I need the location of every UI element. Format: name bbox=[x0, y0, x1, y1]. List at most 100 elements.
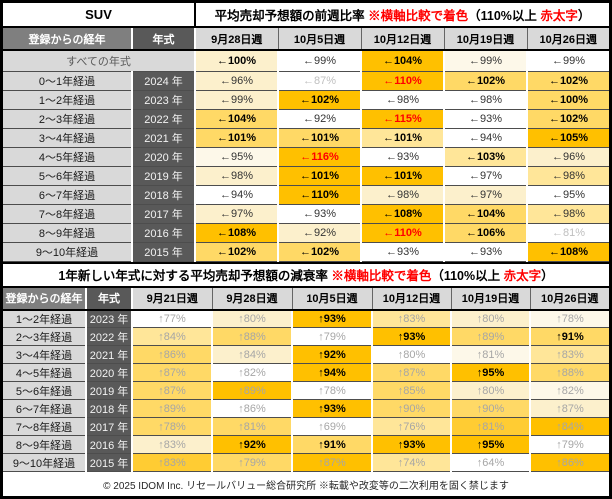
value-cell: ←93% bbox=[278, 204, 363, 224]
value-cell: ←102% bbox=[278, 90, 363, 110]
value-cell: ←99% bbox=[444, 50, 529, 72]
model-year-cell: 2017 年 bbox=[86, 417, 133, 436]
model-year-cell: 2023 年 bbox=[132, 90, 197, 110]
model-year-cell: 2016 年 bbox=[86, 435, 133, 454]
title-text: （110%以上 bbox=[468, 9, 541, 23]
value-cell: ←96% bbox=[195, 71, 280, 91]
age-range-label: 2～3年経過 bbox=[3, 327, 87, 346]
value-cell: ←102% bbox=[195, 242, 280, 262]
table-row: 8～9年経過 2016 年 ←108% ←92% ←110% ←106% ←81% bbox=[3, 223, 609, 243]
table-row: 2～3年経過 2022 年 ↑84% ↑88% ↑79% ↑93% ↑89% ↑91% bbox=[3, 327, 609, 346]
model-year-cell: 2017 年 bbox=[132, 204, 197, 224]
value-cell: ←108% bbox=[195, 223, 280, 243]
value-cell: ↑82% bbox=[530, 381, 609, 400]
value-cell: ←110% bbox=[361, 71, 446, 91]
value-cell: ←102% bbox=[527, 109, 609, 129]
value-cell: ↑87% bbox=[372, 363, 452, 382]
value-cell: ←98% bbox=[527, 166, 609, 186]
value-cell: ↑87% bbox=[132, 381, 213, 400]
value-cell: ←94% bbox=[195, 185, 280, 205]
value-cell: ↑87% bbox=[292, 453, 373, 472]
value-cell: ↑93% bbox=[372, 327, 452, 346]
value-cell: ←98% bbox=[444, 90, 529, 110]
age-range-label: 6～7年経過 bbox=[3, 399, 87, 418]
value-cell: ↑94% bbox=[292, 363, 373, 382]
value-cell: ↑90% bbox=[451, 399, 531, 418]
value-cell: ↑80% bbox=[212, 309, 293, 328]
value-cell: ↑87% bbox=[132, 363, 213, 382]
week-column-header: 9月28日週 bbox=[195, 27, 279, 51]
value-cell: ←93% bbox=[444, 109, 529, 129]
year-column-header: 年式 bbox=[86, 286, 133, 311]
age-range-label: 6～7年経過 bbox=[3, 185, 133, 205]
week-column-header: 10月12日週 bbox=[372, 286, 452, 311]
copyright-footer: © 2025 IDOM Inc. リセールバリュー総合研究所 ※転載や改変等の二… bbox=[3, 472, 609, 496]
value-cell: ←99% bbox=[278, 50, 363, 72]
title-text: ） bbox=[541, 269, 554, 283]
table-row: 1～2年経過 2023 年 ←99% ←102% ←98% ←98% ←100% bbox=[3, 90, 609, 110]
value-cell: ↑93% bbox=[292, 309, 373, 328]
week-column-header: 10月26日週 bbox=[527, 27, 609, 51]
age-range-label: 4～5年経過 bbox=[3, 147, 133, 167]
title-red-note: ※横軸比較で着色 bbox=[331, 269, 432, 283]
value-cell: ↑78% bbox=[292, 381, 373, 400]
value-cell: ←100% bbox=[527, 90, 609, 110]
value-cell: ↑69% bbox=[292, 417, 373, 436]
model-year-cell: 2018 年 bbox=[132, 185, 197, 205]
value-cell: ←110% bbox=[278, 185, 363, 205]
model-year-cell: 2020 年 bbox=[132, 147, 197, 167]
table-title: 1年新しい年式に対する平均売却予想額の減衰率 ※横軸比較で着色（110%以上 赤… bbox=[3, 262, 609, 288]
week-column-header: 10月19日週 bbox=[451, 286, 531, 311]
decay-rate-table: 1年新しい年式に対する平均売却予想額の減衰率 ※横軸比較で着色（110%以上 赤… bbox=[3, 261, 609, 472]
value-cell: ←108% bbox=[527, 242, 609, 262]
age-range-label: 1～2年経過 bbox=[3, 309, 87, 328]
week-column-header: 10月5日週 bbox=[292, 286, 373, 311]
value-cell: ↑83% bbox=[372, 309, 452, 328]
model-year-cell: 2015 年 bbox=[132, 242, 197, 262]
week-column-header: 10月19日週 bbox=[444, 27, 528, 51]
all-years-label: すべての年式 bbox=[3, 50, 197, 72]
value-cell: ←98% bbox=[195, 166, 280, 186]
age-range-label: 9～10年経過 bbox=[3, 242, 133, 262]
table-title: 平均売却予想額の前週比率 ※横軸比較で着色（110%以上 赤太字） bbox=[195, 3, 609, 28]
value-cell: ←97% bbox=[444, 166, 529, 186]
value-cell: ↑79% bbox=[292, 327, 373, 346]
value-cell: ↑92% bbox=[292, 345, 373, 364]
value-cell: ←96% bbox=[527, 147, 609, 167]
value-cell: ↑91% bbox=[292, 435, 373, 454]
value-cell: ←108% bbox=[361, 204, 446, 224]
value-cell: ←93% bbox=[361, 147, 446, 167]
value-cell: ←97% bbox=[195, 204, 280, 224]
value-cell: ←97% bbox=[444, 185, 529, 205]
value-cell: ←106% bbox=[444, 223, 529, 243]
value-cell: ↑64% bbox=[451, 453, 531, 472]
period-column-header: 登録からの経年 bbox=[3, 286, 87, 311]
value-cell: ↑87% bbox=[530, 399, 609, 418]
value-cell: ←93% bbox=[361, 242, 446, 262]
model-year-cell: 2019 年 bbox=[86, 381, 133, 400]
model-year-cell: 2018 年 bbox=[86, 399, 133, 418]
table-row: 7～8年経過 2017 年 ←97% ←93% ←108% ←104% ←98% bbox=[3, 204, 609, 224]
value-cell: ←101% bbox=[361, 166, 446, 186]
value-cell: ←102% bbox=[527, 71, 609, 91]
value-cell: ←98% bbox=[361, 90, 446, 110]
model-year-cell: 2020 年 bbox=[86, 363, 133, 382]
age-range-label: 7～8年経過 bbox=[3, 417, 87, 436]
value-cell: ↑88% bbox=[530, 363, 609, 382]
value-cell: ←110% bbox=[361, 223, 446, 243]
value-cell: ↑79% bbox=[212, 453, 293, 472]
value-cell: ↑81% bbox=[212, 417, 293, 436]
model-year-cell: 2019 年 bbox=[132, 166, 197, 186]
age-range-label: 2～3年経過 bbox=[3, 109, 133, 129]
value-cell: ↑77% bbox=[132, 309, 213, 328]
model-year-cell: 2021 年 bbox=[132, 128, 197, 148]
value-cell: ↑90% bbox=[372, 399, 452, 418]
value-cell: ↑85% bbox=[372, 381, 452, 400]
segment-label: SUV bbox=[3, 3, 197, 28]
model-year-cell: 2024 年 bbox=[132, 71, 197, 91]
title-red-note: 赤太字 bbox=[503, 269, 542, 283]
model-year-cell: 2015 年 bbox=[86, 453, 133, 472]
period-column-header: 登録からの経年 bbox=[3, 27, 133, 51]
value-cell: ↑81% bbox=[451, 417, 531, 436]
